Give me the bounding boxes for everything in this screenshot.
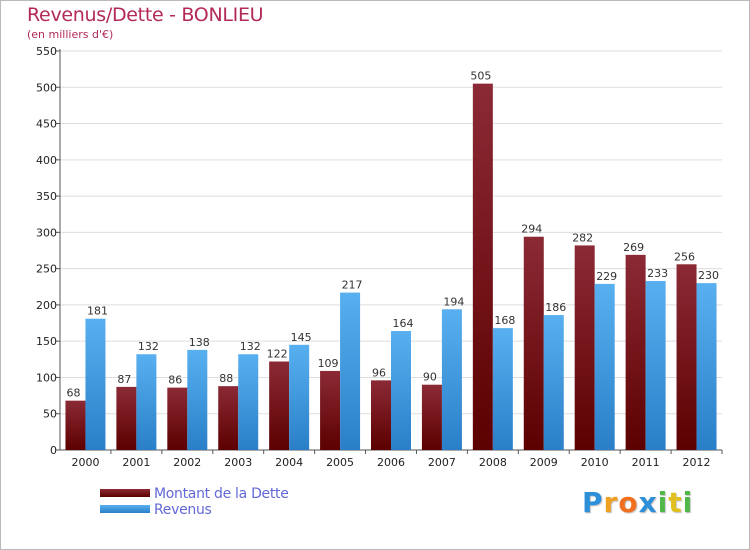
legend-label-revenus: Revenus xyxy=(154,502,212,518)
logo-letter: o xyxy=(618,486,639,519)
y-tick-label: 150 xyxy=(36,335,57,348)
y-tick-label: 550 xyxy=(36,45,57,58)
y-tick-label: 0 xyxy=(50,444,57,457)
bar-dette xyxy=(167,387,188,450)
y-tick-label: 250 xyxy=(36,263,57,276)
chart-subtitle: (en milliers d'€) xyxy=(27,28,114,41)
proxiti-logo: Proxiti xyxy=(582,486,693,519)
bars xyxy=(65,83,717,451)
x-tick-label: 2007 xyxy=(428,456,456,469)
value-label-dette: 96 xyxy=(372,366,386,379)
x-tick-label: 2003 xyxy=(224,456,252,469)
logo-letter: i xyxy=(682,486,694,519)
value-label-dette: 68 xyxy=(66,387,80,400)
logo-letter: i xyxy=(657,486,669,519)
logo-letter: r xyxy=(603,486,619,519)
value-label-revenus: 138 xyxy=(189,336,210,349)
value-label-revenus: 132 xyxy=(138,340,159,353)
bar-dette xyxy=(625,254,646,450)
value-label-revenus: 194 xyxy=(443,295,464,308)
bar-dette xyxy=(574,245,595,450)
bar-revenus xyxy=(543,315,564,450)
x-tick-label: 2006 xyxy=(377,456,405,469)
x-tick-label: 2002 xyxy=(173,456,201,469)
value-label-dette: 109 xyxy=(318,357,339,370)
value-label-revenus: 229 xyxy=(596,270,617,283)
y-tick-label: 400 xyxy=(36,154,57,167)
bar-dette xyxy=(116,386,137,450)
x-tick-label: 2001 xyxy=(122,456,150,469)
y-tick-label: 350 xyxy=(36,190,57,203)
bar-revenus xyxy=(289,344,310,450)
y-tick-label: 500 xyxy=(36,81,57,94)
bar-revenus xyxy=(340,292,361,450)
bar-dette xyxy=(472,83,493,451)
logo-letter: t xyxy=(668,486,683,519)
legend-label-dette: Montant de la Dette xyxy=(154,486,289,502)
value-label-dette: 122 xyxy=(267,347,288,360)
bar-revenus xyxy=(594,283,615,450)
bar-dette xyxy=(269,361,290,450)
legend-swatch-dette xyxy=(100,489,150,497)
y-tick-label: 50 xyxy=(43,408,57,421)
value-label-dette: 269 xyxy=(623,241,644,254)
bar-dette xyxy=(320,370,341,450)
y-tick-label: 100 xyxy=(36,371,57,384)
x-tick-label: 2012 xyxy=(683,456,711,469)
y-tick-label: 300 xyxy=(36,226,57,239)
value-label-revenus: 145 xyxy=(291,331,312,344)
value-label-dette: 87 xyxy=(117,373,131,386)
bar-dette xyxy=(676,264,697,450)
bar-revenus xyxy=(136,354,157,450)
logo-letter: P xyxy=(582,486,604,519)
bar-revenus xyxy=(492,328,513,450)
bar-revenus xyxy=(85,318,106,450)
x-tick-label: 2009 xyxy=(530,456,558,469)
x-tick-label: 2008 xyxy=(479,456,507,469)
value-label-revenus: 233 xyxy=(647,267,668,280)
value-label-revenus: 132 xyxy=(240,340,261,353)
logo-letter: x xyxy=(638,486,658,519)
bar-revenus xyxy=(696,283,717,450)
value-label-dette: 505 xyxy=(470,70,491,83)
value-label-dette: 282 xyxy=(572,231,593,244)
value-label-revenus: 217 xyxy=(342,279,363,292)
bar-dette xyxy=(421,384,442,450)
y-tick-label: 450 xyxy=(36,118,57,131)
bar-dette xyxy=(218,386,239,450)
bar-revenus xyxy=(441,309,462,450)
bar-revenus xyxy=(645,280,666,450)
bar-revenus xyxy=(391,331,411,450)
x-tick-label: 2004 xyxy=(275,456,303,469)
bar-revenus xyxy=(187,349,208,450)
value-label-revenus: 164 xyxy=(393,317,414,330)
x-tick-label: 2000 xyxy=(71,456,99,469)
value-label-dette: 256 xyxy=(674,250,695,263)
x-tick-label: 2011 xyxy=(632,456,660,469)
x-tick-label: 2010 xyxy=(581,456,609,469)
value-label-dette: 294 xyxy=(521,223,542,236)
value-label-revenus: 168 xyxy=(494,314,515,327)
bar-revenus xyxy=(238,354,259,450)
bar-dette xyxy=(65,400,86,450)
value-label-revenus: 186 xyxy=(545,301,566,314)
bar-dette xyxy=(523,236,544,450)
value-label-dette: 86 xyxy=(168,374,182,387)
bar-dette xyxy=(371,380,391,450)
chart-title: Revenus/Dette - BONLIEU xyxy=(27,4,264,26)
y-tick-label: 200 xyxy=(36,299,57,312)
value-label-revenus: 181 xyxy=(87,305,108,318)
value-label-dette: 88 xyxy=(219,372,233,385)
value-label-dette: 90 xyxy=(423,371,437,384)
x-tick-label: 2005 xyxy=(326,456,354,469)
legend-swatch-revenus xyxy=(100,505,150,513)
value-label-revenus: 230 xyxy=(698,269,719,282)
